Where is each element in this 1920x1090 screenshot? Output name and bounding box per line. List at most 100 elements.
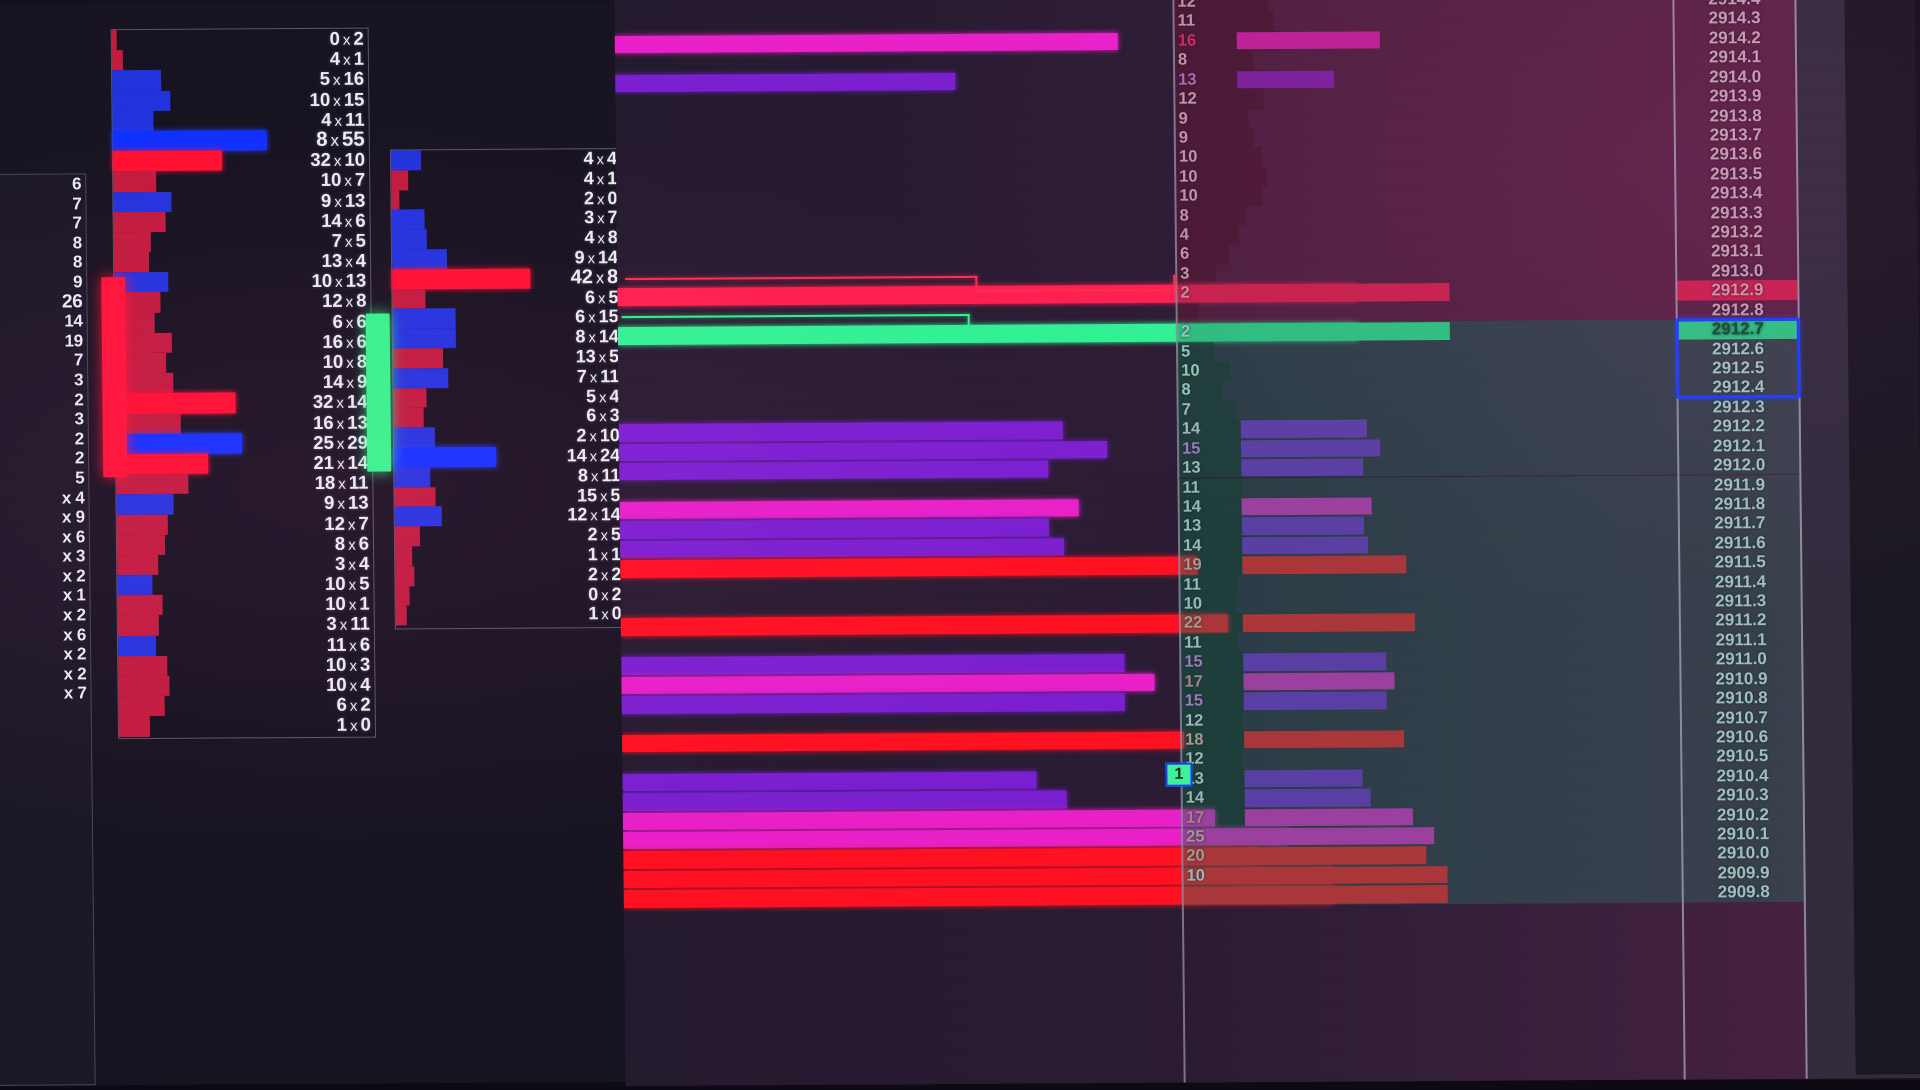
edge-panel-row: 19	[0, 331, 87, 351]
volume-bar-track	[113, 130, 267, 151]
multiply-sign: x	[598, 568, 612, 584]
volume-bar	[115, 393, 235, 414]
sell-volume-marker	[101, 277, 127, 477]
volume-bar	[113, 130, 267, 151]
edge-panel-row: x 2	[0, 664, 90, 684]
edge-panel-row: x 2	[0, 605, 90, 625]
volume-bar-track	[114, 251, 268, 272]
volume-bar	[392, 229, 427, 249]
volume-bar	[118, 595, 163, 615]
bid-size: 32	[310, 149, 331, 170]
volume-bar-track	[394, 447, 532, 468]
bid-size: 10	[325, 593, 346, 614]
volume-bar	[395, 546, 412, 566]
volume-bar	[117, 514, 168, 534]
volume-bar-track	[114, 231, 268, 252]
multiply-sign: x	[334, 496, 348, 513]
volume-bar	[394, 467, 430, 487]
edge-panel-row: 3	[0, 370, 87, 390]
edge-panel-row: 3	[0, 409, 88, 429]
multiply-sign: x	[594, 212, 608, 228]
multiply-sign: x	[330, 72, 344, 89]
volume-bar	[395, 507, 442, 527]
volume-bar	[112, 50, 123, 70]
bid-size: 42	[571, 266, 593, 288]
volume-bar-track	[392, 288, 530, 309]
volume-bar	[393, 388, 426, 408]
volume-bar	[119, 716, 150, 736]
volume-bar	[116, 474, 188, 495]
volume-bar	[394, 447, 496, 467]
bid-size: 6	[336, 694, 347, 715]
ask-size: 2	[360, 694, 371, 715]
dom-ladder[interactable]: 122914.4112914.3162914.282914.1132914.01…	[614, 0, 1920, 1086]
multiply-sign: x	[346, 657, 360, 674]
ask-size: 3	[360, 653, 371, 674]
multiply-sign: x	[346, 597, 360, 614]
multiply-sign: x	[595, 291, 609, 307]
multiply-sign: x	[341, 173, 355, 190]
bid-size: 12	[567, 505, 587, 525]
edge-panel-row: x 7	[0, 684, 91, 704]
volume-bar-track	[114, 211, 268, 232]
volume-bar-track	[115, 312, 269, 333]
bid-size: 12	[324, 512, 345, 533]
multiply-sign: x	[597, 528, 611, 544]
multiply-sign: x	[594, 152, 608, 168]
ask-size: 15	[599, 306, 619, 326]
bid-size: 14	[567, 445, 587, 465]
edge-panel-row: x 1	[0, 586, 90, 606]
bid-size: 7	[332, 230, 343, 251]
ask-size: 24	[600, 445, 620, 465]
multiply-sign: x	[334, 415, 348, 432]
multiply-sign: x	[594, 192, 608, 208]
edge-panel-row: 8	[0, 233, 86, 253]
ask-size: 14	[347, 391, 368, 412]
multiply-sign: x	[333, 395, 347, 412]
volume-bar	[391, 150, 422, 170]
ask-size: 11	[345, 108, 365, 129]
volume-bar-track	[112, 29, 266, 50]
multiply-sign: x	[343, 375, 357, 392]
volume-bar	[118, 676, 169, 696]
volume-bar	[113, 151, 222, 172]
volume-bar-track	[119, 716, 273, 737]
screen-right-bezel	[1844, 0, 1920, 1075]
order-quantity-chip[interactable]: 1	[1165, 763, 1192, 787]
volume-bar	[114, 252, 150, 272]
multiply-sign: x	[345, 516, 359, 533]
bid-size: 10	[311, 270, 332, 291]
multiply-sign: x	[330, 92, 344, 109]
bid-size: 21	[313, 452, 334, 473]
volume-bar-track	[117, 554, 271, 575]
edge-panel-row: 9	[0, 272, 86, 292]
ask-size: 14	[601, 504, 621, 524]
ask-size: 6	[359, 532, 370, 553]
volume-bar-track	[393, 328, 531, 349]
edge-panel-row: x 4	[0, 488, 89, 508]
